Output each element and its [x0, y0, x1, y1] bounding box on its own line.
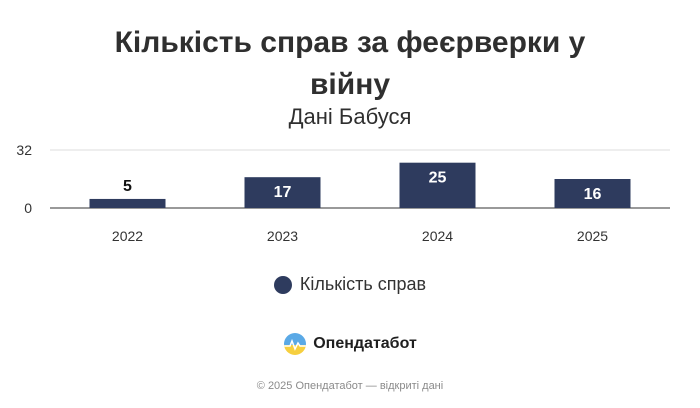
bar-2024: [399, 162, 476, 208]
chart-title: Кількість справ за феєрверки у війну: [0, 22, 700, 106]
x-tick-label-2024: 2024: [422, 228, 453, 244]
opendatabot-logo-icon: [284, 333, 307, 355]
x-tick-label-2023: 2023: [267, 228, 298, 244]
footer-text: © 2025 Опендатабот — відкриті дані: [256, 380, 444, 392]
legend: Кількість справ: [0, 274, 700, 295]
x-tick-label-2025: 2025: [577, 228, 608, 244]
y-tick-label: 0: [24, 200, 32, 216]
bar-2025: [554, 179, 631, 208]
legend-marker: [273, 275, 292, 294]
data-label-2025: 16: [584, 186, 602, 203]
brand: Опендатабот: [0, 332, 700, 356]
data-label-2023: 17: [274, 184, 292, 201]
y-tick-label: 32: [16, 142, 32, 158]
x-tick-label-2022: 2022: [112, 228, 143, 244]
legend-label: Кількість справ: [299, 274, 427, 294]
data-label-2022: 5: [123, 178, 132, 195]
chart-title-text: Кількість справ за феєрверки у війну: [114, 26, 586, 101]
brand-name: Опендатабот: [313, 335, 417, 352]
data-label-2024: 25: [429, 170, 447, 187]
chart-subtitle: Дані Бабуся: [288, 104, 412, 129]
bar-2022: [89, 198, 166, 208]
bar-2023: [244, 177, 321, 208]
